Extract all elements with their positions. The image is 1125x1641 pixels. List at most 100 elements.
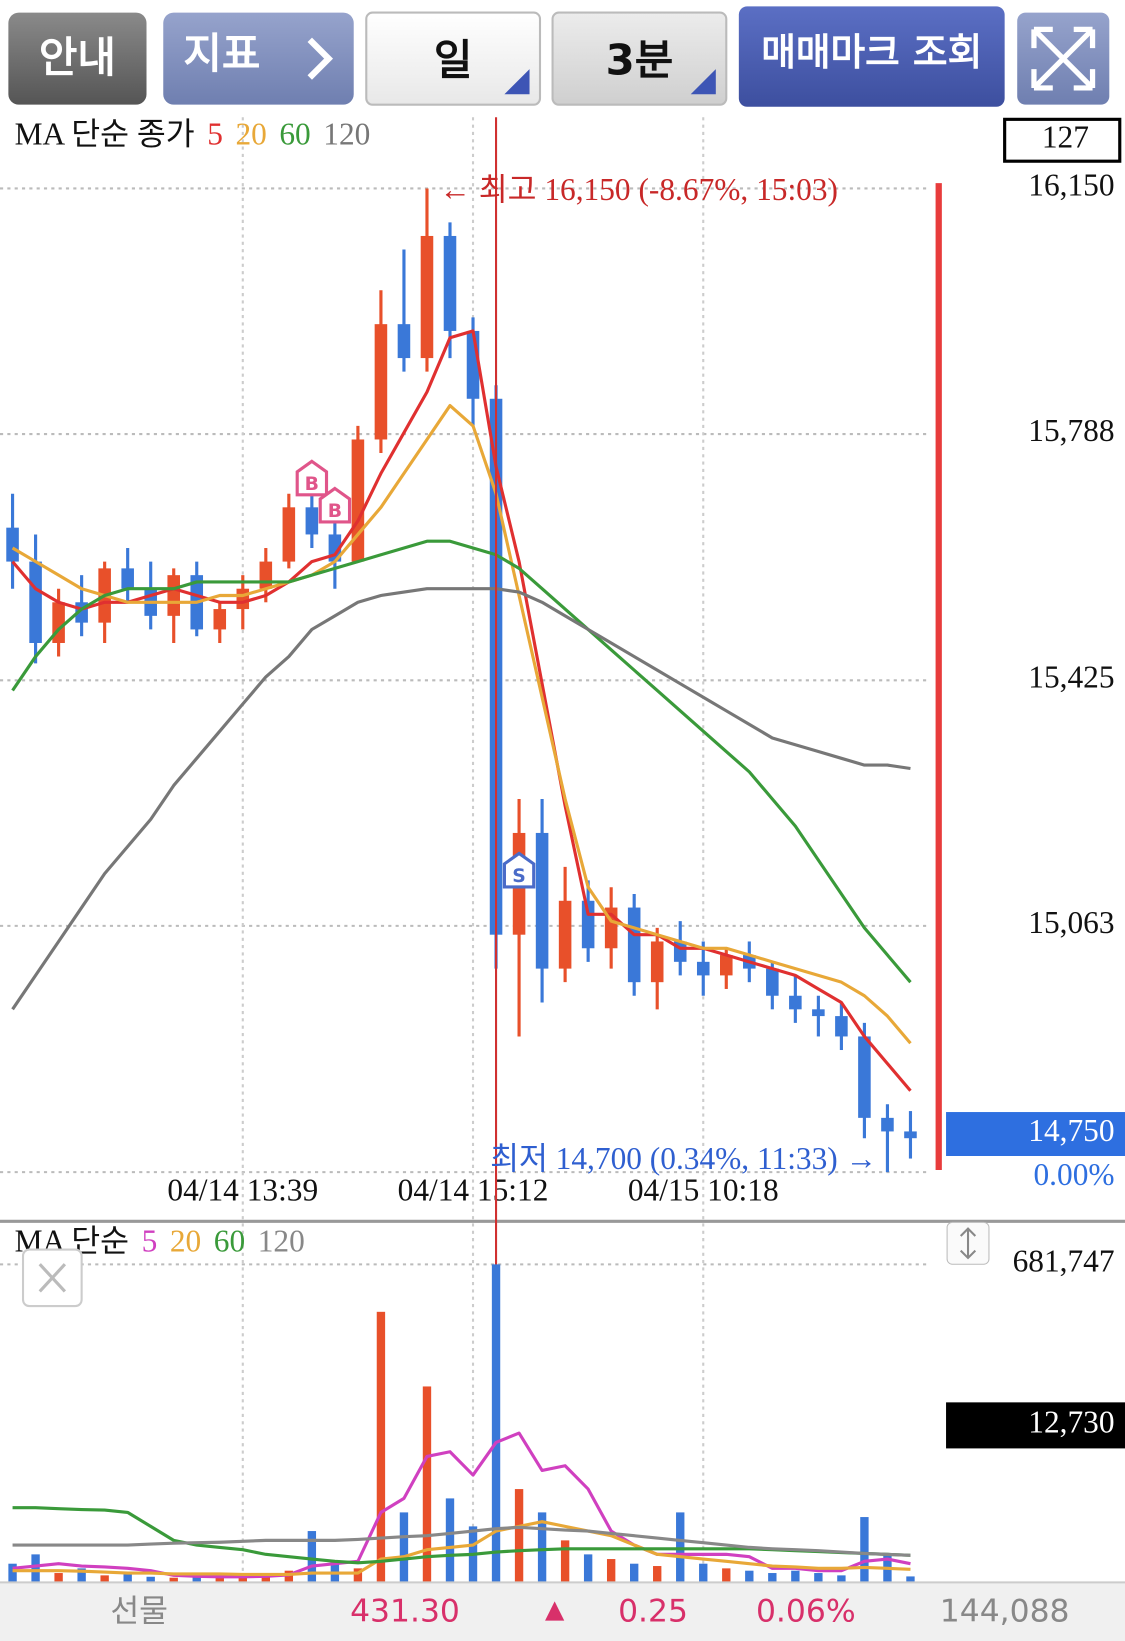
btn-label: 매매마크 조회 (761, 30, 982, 74)
ma-line (12, 1520, 911, 1577)
volume-bar (560, 1540, 570, 1583)
candle-body (650, 941, 664, 983)
volume-close[interactable] (21, 1248, 83, 1308)
volume-bar (791, 1570, 800, 1583)
resize-icon (959, 1227, 977, 1260)
current-price-label: 14,750 (1028, 1113, 1114, 1148)
x-tick-label: 04/14 15:12 (398, 1172, 549, 1207)
volume-bar (537, 1512, 547, 1583)
status-volume: 144,088 (940, 1594, 1070, 1630)
volume-bar (399, 1512, 409, 1583)
volume-bar (860, 1517, 869, 1583)
ma-line (11, 587, 911, 1011)
info-box-label: 127 (1042, 119, 1089, 154)
dropdown-icon (504, 69, 530, 95)
chart-bg (0, 117, 1125, 1583)
trade-mark-shape (295, 459, 329, 497)
candle-body (374, 324, 388, 440)
volume-bar (307, 1531, 317, 1583)
current-price-box (946, 1112, 1125, 1156)
ma-line (12, 1525, 911, 1557)
btn-guide[interactable]: 안내 (8, 12, 147, 105)
volume-bar (906, 1576, 915, 1583)
y-tick-label: 15,425 (1028, 660, 1114, 695)
close-icon (38, 1263, 67, 1293)
volume-bar (837, 1575, 846, 1583)
status-bar-bg (0, 1582, 1125, 1641)
x-tick-label: 04/15 10:18 (628, 1172, 779, 1207)
volume-bar (445, 1498, 455, 1583)
candle-body (121, 568, 134, 589)
trade-mark-label: S (512, 866, 526, 887)
btn-bg (551, 11, 728, 106)
volume-bar (814, 1573, 823, 1583)
chart-layer: 15,063 15,425 15,788 16,150 04/14 13:39 04/14… (0, 116, 1125, 1583)
candle-body (881, 1117, 894, 1132)
low-annotation: 최저 14,700 (0.34%, 11:33) → (490, 1141, 877, 1176)
candle-body (858, 1036, 871, 1118)
btn-indicator[interactable]: 지표 (163, 12, 354, 105)
candle-body (282, 507, 296, 562)
volume-bar (238, 1576, 247, 1583)
candle-body (789, 995, 802, 1010)
trade-mark-label: B (305, 474, 319, 495)
candle-body (581, 900, 595, 949)
candle-body (720, 955, 733, 976)
y-tick-label: 15,788 (1028, 413, 1114, 448)
volume-bar (215, 1577, 224, 1583)
candle-body (351, 439, 365, 562)
candle-body (167, 575, 180, 616)
expand-icon (1031, 26, 1096, 91)
volume-bar (261, 1573, 270, 1583)
btn-trade-marks[interactable]: 매매마크 조회 (738, 6, 1005, 107)
btn-bg (163, 12, 354, 105)
btn-period[interactable]: 일 (365, 11, 542, 106)
trade-mark-label: B (328, 501, 342, 522)
candle-body (29, 561, 42, 643)
legend-entry: 120 (323, 116, 370, 151)
candle-body (558, 900, 572, 969)
info-box (1003, 117, 1122, 163)
candle-body (236, 588, 250, 610)
candle-body (213, 609, 227, 630)
y-tick-label: 681,747 (1013, 1244, 1115, 1279)
high-annotation: ← 최고 16,150 (-8.67%, 15:03) (440, 172, 838, 207)
volume-bar (491, 1264, 501, 1583)
btn-expand[interactable] (1017, 12, 1110, 105)
candle-body (812, 1009, 825, 1017)
volume-bar (284, 1570, 294, 1583)
volume-bar (123, 1573, 132, 1583)
candle-body (420, 235, 434, 359)
btn-interval[interactable]: 3분 (551, 11, 728, 106)
legend-entry: 20 (235, 116, 266, 151)
volume-bar (54, 1573, 63, 1583)
volume-box-label: 12,730 (1028, 1405, 1114, 1440)
dropdown-icon (690, 69, 716, 95)
volume-bar (583, 1554, 593, 1583)
x-tick-label: 04/14 13:39 (167, 1172, 318, 1207)
y-tick-label: 15,063 (1028, 905, 1114, 940)
btn-label: 안내 (39, 33, 116, 82)
btn-bg (365, 11, 542, 106)
legend-title: MA 단순 종가 (15, 116, 195, 151)
volume-bar (192, 1575, 201, 1583)
ma-line (11, 539, 912, 984)
legend-entry: 60 (214, 1224, 245, 1259)
volume-bar (422, 1386, 432, 1583)
trade-mark-shape (318, 486, 352, 524)
volume-bar (77, 1568, 86, 1583)
legend-entry: 5 (142, 1224, 158, 1259)
volume-bar (146, 1576, 155, 1583)
btn-label: 일 (434, 35, 473, 84)
candle-body (305, 507, 319, 535)
volume-bar (745, 1570, 754, 1583)
volume-bar (768, 1573, 777, 1583)
btn-label: 3분 (606, 35, 674, 84)
candle-body (535, 832, 549, 969)
volume-bar (653, 1566, 662, 1583)
volume-resize[interactable] (946, 1221, 990, 1265)
candle-body (443, 235, 457, 331)
status-label: 선물 (110, 1594, 168, 1630)
